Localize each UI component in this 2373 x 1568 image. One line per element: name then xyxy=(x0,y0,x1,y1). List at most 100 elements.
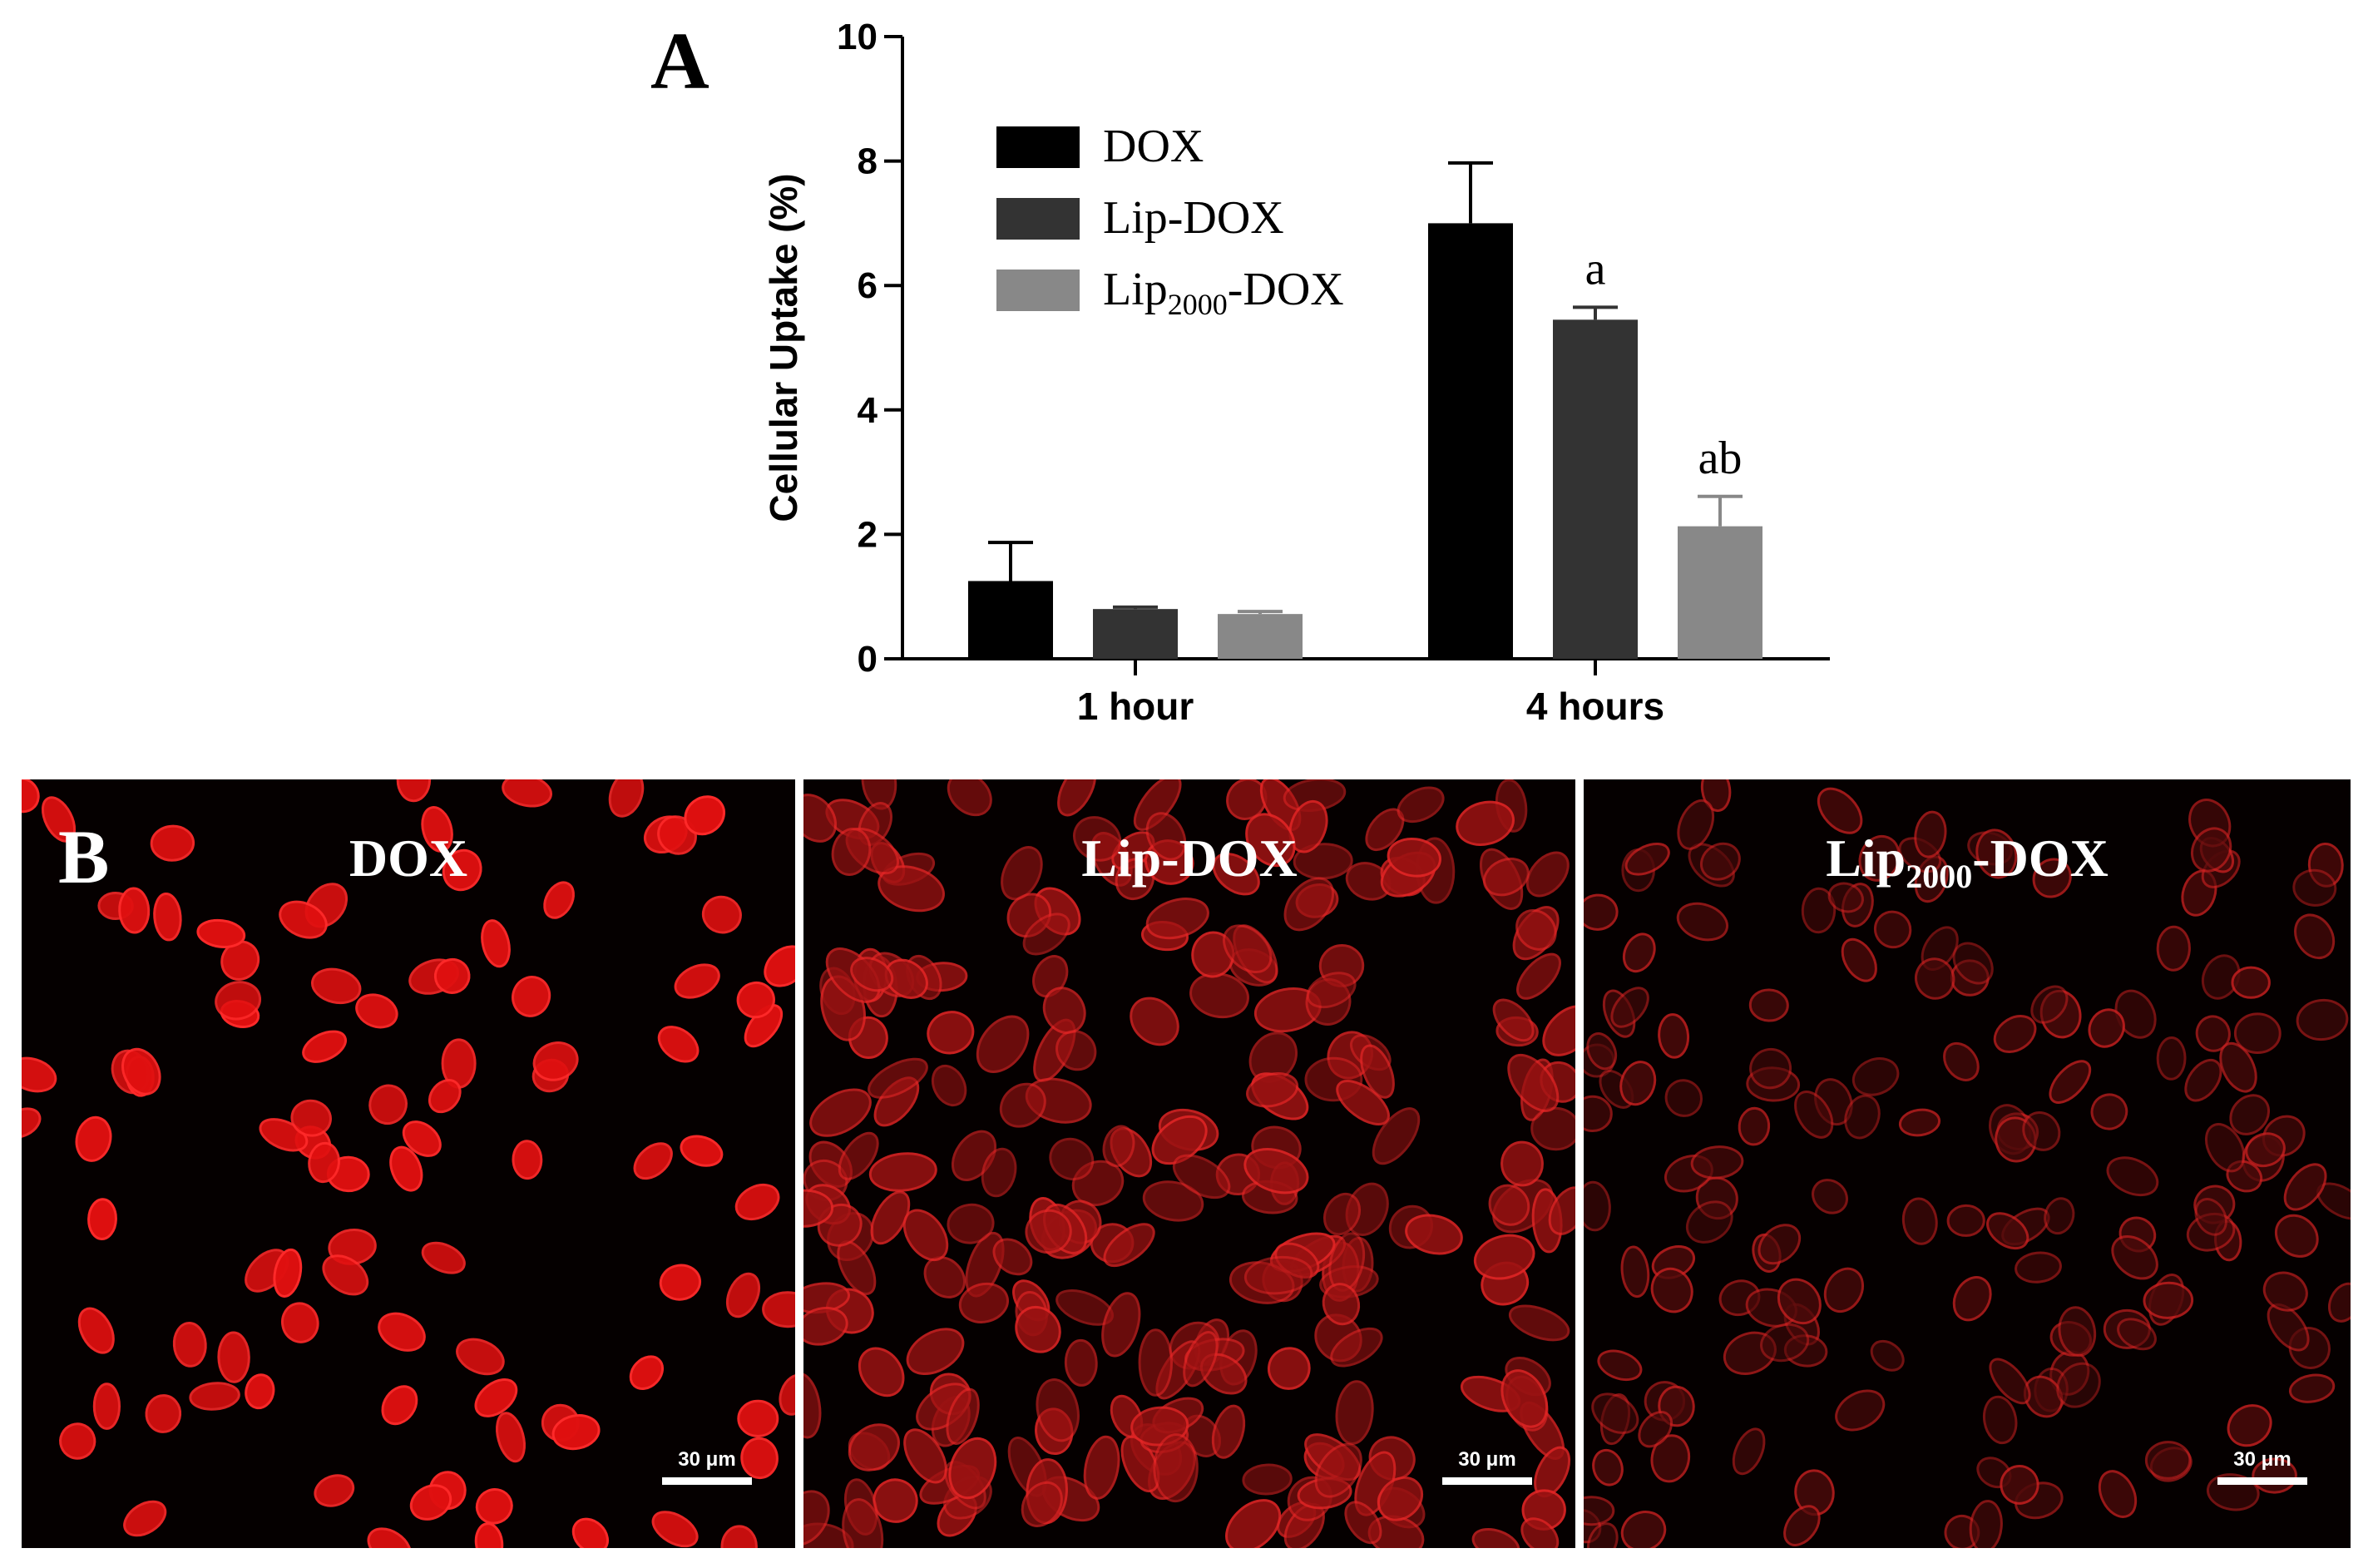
cell xyxy=(848,1423,900,1472)
cell xyxy=(2000,1465,2039,1505)
cell xyxy=(1022,913,1070,956)
cell xyxy=(1314,1442,1362,1498)
cell xyxy=(281,1302,319,1343)
cell xyxy=(1801,887,1837,934)
cell xyxy=(502,779,552,808)
cell xyxy=(2144,1441,2192,1480)
cell xyxy=(1794,1091,1834,1139)
cell xyxy=(290,1099,332,1137)
cell xyxy=(764,945,795,987)
cell xyxy=(77,1307,115,1354)
cell xyxy=(1650,1267,1693,1313)
cell xyxy=(389,1145,423,1192)
cell xyxy=(1021,1481,1063,1527)
cell xyxy=(1586,1032,1618,1071)
cell xyxy=(322,1254,369,1296)
cell xyxy=(2184,1058,2222,1102)
cell xyxy=(659,1264,702,1301)
cell xyxy=(1083,1435,1120,1500)
cell xyxy=(1322,1193,1362,1236)
cell xyxy=(381,1385,418,1426)
cell xyxy=(1032,955,1069,998)
cell xyxy=(1516,952,1561,1000)
cell xyxy=(958,1282,1009,1323)
cell xyxy=(1492,998,1535,1042)
cell xyxy=(245,1373,275,1410)
cell xyxy=(1372,1107,1421,1165)
cell xyxy=(217,1331,250,1383)
cell xyxy=(1542,1005,1575,1056)
cell xyxy=(1330,1327,1383,1368)
cell xyxy=(2058,1306,2097,1358)
cell xyxy=(1952,1276,1992,1322)
cell xyxy=(302,1030,348,1063)
cell xyxy=(474,1522,504,1548)
cell xyxy=(22,1107,42,1139)
cell xyxy=(551,1414,601,1451)
cell xyxy=(1975,829,2018,879)
cell xyxy=(1841,937,1877,982)
cell xyxy=(2022,1110,2061,1151)
cell xyxy=(1685,1200,1733,1244)
cell xyxy=(2233,1012,2282,1055)
y-tick-label: 4 xyxy=(858,390,878,431)
cell xyxy=(442,848,482,892)
cell xyxy=(1638,1411,1673,1448)
cell xyxy=(1844,1094,1881,1140)
cell xyxy=(1130,997,1179,1046)
cell xyxy=(1584,1095,1613,1133)
cell xyxy=(1993,1015,2037,1053)
cell xyxy=(22,779,40,814)
cell xyxy=(2288,1373,2336,1403)
significance-label: ab xyxy=(1698,433,1743,484)
cell xyxy=(1982,1395,2018,1445)
cell xyxy=(1153,1433,1199,1503)
cell xyxy=(1057,779,1097,817)
cell xyxy=(1817,787,1863,834)
cell xyxy=(1620,1245,1650,1298)
cell xyxy=(1619,1061,1657,1106)
bar xyxy=(1093,609,1178,659)
cell xyxy=(279,900,328,939)
cell xyxy=(779,1373,795,1416)
cell xyxy=(1760,1323,1810,1363)
cell xyxy=(378,1312,426,1352)
cell xyxy=(803,794,838,843)
cell xyxy=(456,1338,505,1376)
legend-label: DOX xyxy=(1103,121,1204,172)
panel-title-text: DOX xyxy=(349,829,468,888)
cell xyxy=(2156,1036,2187,1081)
cell xyxy=(906,1328,965,1376)
cell xyxy=(1969,1500,2003,1548)
cell xyxy=(1211,1404,1246,1459)
cell xyxy=(1622,932,1656,973)
cell xyxy=(1749,1047,1792,1090)
cell xyxy=(1243,1255,1313,1295)
cell xyxy=(396,779,432,803)
cell xyxy=(736,981,775,1019)
scale-bar-line xyxy=(662,1477,752,1485)
cell xyxy=(1133,779,1182,831)
cell xyxy=(1732,1427,1766,1476)
cell xyxy=(1036,1378,1080,1442)
cell xyxy=(2283,1163,2327,1211)
cell xyxy=(1898,1108,1941,1137)
cell xyxy=(2204,1123,2246,1173)
uptake-bar-chart: 0 2 4 6 8 10 Cellular Uptake (%) 1 hour 4 hours a… xyxy=(762,17,1830,728)
cell xyxy=(1650,1434,1691,1483)
cell xyxy=(2088,1008,2125,1048)
cell xyxy=(1283,877,1335,932)
panel-title: Lip-DOX xyxy=(803,828,1575,896)
cell xyxy=(496,1412,526,1463)
cell xyxy=(2190,827,2232,873)
cell xyxy=(2227,1404,2272,1447)
cell xyxy=(1597,1349,1643,1382)
cell xyxy=(22,1056,57,1093)
cell xyxy=(512,1140,543,1180)
cell xyxy=(701,895,742,934)
cell xyxy=(1812,1179,1848,1214)
cell xyxy=(1584,1496,1615,1526)
legend-swatch xyxy=(996,126,1080,168)
cell xyxy=(215,981,262,1021)
cell xyxy=(1943,1041,1980,1081)
